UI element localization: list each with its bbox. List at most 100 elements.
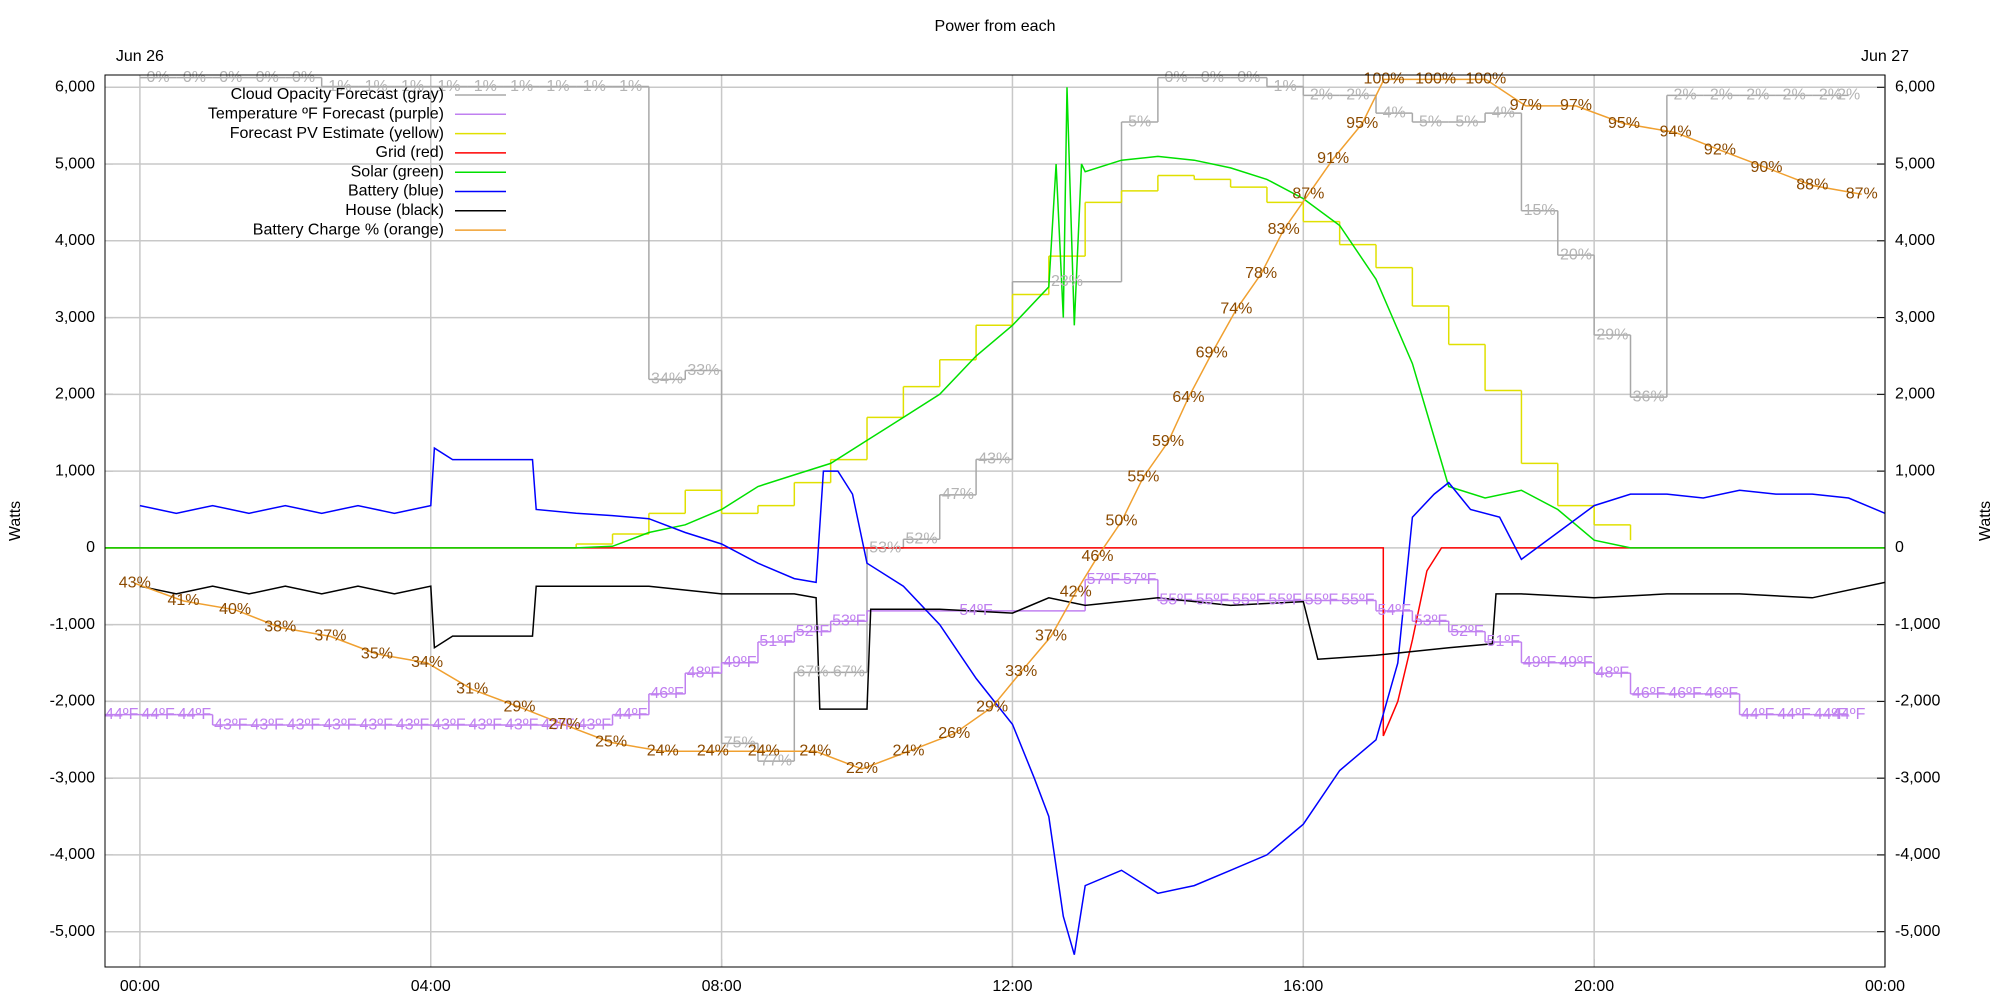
data-label: 52ºF	[796, 623, 830, 640]
data-label: 0%	[183, 69, 206, 86]
y-tick-label: 3,000	[55, 309, 95, 326]
data-label: 55ºF	[1159, 592, 1193, 609]
data-label: 1%	[546, 78, 569, 95]
legend-label: Solar (green)	[351, 163, 444, 180]
data-label: 100%	[1465, 71, 1506, 88]
y2-axis-label: Watts	[1977, 501, 1994, 541]
data-label: 27%	[549, 716, 581, 733]
data-label: 26%	[938, 725, 970, 742]
data-label: 97%	[1560, 97, 1592, 114]
legend-label: Cloud Opacity Forecast (gray)	[231, 86, 444, 103]
data-label: 36%	[1633, 388, 1665, 405]
data-label: 43ºF	[469, 716, 503, 733]
data-label: 69%	[1196, 345, 1228, 362]
data-label: 4%	[1383, 104, 1406, 121]
y2-tick-label: 2,000	[1895, 386, 1935, 403]
data-label: 77%	[760, 752, 792, 769]
x-tick-label: 00:00	[120, 978, 160, 995]
data-label: 97%	[1510, 97, 1542, 114]
data-label: 0%	[147, 69, 170, 86]
legend-label: House (black)	[345, 202, 444, 219]
data-label: 43%	[978, 451, 1010, 468]
data-label: 47%	[942, 486, 974, 503]
data-label: 83%	[1268, 221, 1300, 238]
chart-title: Power from each	[935, 18, 1056, 35]
data-label: 37%	[1035, 628, 1067, 645]
data-label: 43ºF	[323, 716, 357, 733]
data-label: 31%	[456, 681, 488, 698]
data-label: 43ºF	[250, 716, 284, 733]
data-label: 43ºF	[541, 716, 575, 733]
data-label: 55ºF	[1341, 592, 1375, 609]
data-label: 49ºF	[1559, 654, 1593, 671]
data-label: 55%	[1127, 468, 1159, 485]
x-tick-label: 00:00	[1865, 978, 1905, 995]
data-label: 67%	[833, 664, 865, 681]
data-label: 100%	[1415, 71, 1456, 88]
data-label: 44ºF	[1814, 706, 1848, 723]
data-label: 0%	[292, 69, 315, 86]
data-label: 29%	[976, 698, 1008, 715]
data-label: 44ºF	[1832, 706, 1866, 723]
data-label: 42%	[1060, 583, 1092, 600]
y2-tick-label: 5,000	[1895, 155, 1935, 172]
data-label: 1%	[437, 78, 460, 95]
y-axis-label: Watts	[7, 501, 24, 541]
data-label: 43ºF	[396, 716, 430, 733]
data-label: 0%	[1164, 69, 1187, 86]
data-label: 44ºF	[614, 706, 648, 723]
y2-tick-label: 4,000	[1895, 232, 1935, 249]
data-label: 2%	[1819, 87, 1842, 104]
data-label: 37%	[314, 628, 346, 645]
data-label: 46ºF	[1705, 685, 1739, 702]
y-tick-label: 0	[86, 539, 95, 556]
data-label: 44ºF	[105, 706, 139, 723]
data-label: 5%	[1455, 113, 1478, 130]
y2-tick-label: -3,000	[1895, 769, 1940, 786]
data-label: 44ºF	[141, 706, 175, 723]
data-label: 0%	[1237, 69, 1260, 86]
data-label: 2%	[1310, 87, 1333, 104]
y-tick-label: -4,000	[50, 846, 95, 863]
data-label: 5%	[1419, 113, 1442, 130]
data-label: 55ºF	[1268, 592, 1302, 609]
data-label: 40%	[219, 601, 251, 618]
data-label: 49ºF	[1523, 654, 1557, 671]
data-label: 43%	[119, 575, 151, 592]
y-tick-label: 4,000	[55, 232, 95, 249]
date-label: Jun 26	[116, 48, 164, 65]
data-label: 53ºF	[832, 612, 866, 629]
legend-label: Temperature ºF Forecast (purple)	[208, 106, 444, 123]
y2-tick-label: 3,000	[1895, 309, 1935, 326]
data-label: 43ºF	[505, 716, 539, 733]
y-tick-label: -3,000	[50, 769, 95, 786]
data-label: 75%	[724, 735, 756, 752]
data-label: 54ºF	[1377, 602, 1411, 619]
data-label: 1%	[1274, 78, 1297, 95]
data-label: 48ºF	[687, 664, 721, 681]
data-label: 67%	[796, 664, 828, 681]
y-tick-label: 1,000	[55, 462, 95, 479]
data-label: 1%	[328, 78, 351, 95]
legend-label: Battery Charge % (orange)	[253, 221, 444, 238]
y-tick-label: 6,000	[55, 79, 95, 96]
series-line	[139, 446, 1885, 955]
y2-tick-label: -4,000	[1895, 846, 1940, 863]
legend-label: Battery (blue)	[348, 183, 444, 200]
data-label: 4%	[1492, 104, 1515, 121]
data-label: 44ºF	[1777, 706, 1811, 723]
data-label: 43ºF	[214, 716, 248, 733]
data-label: 90%	[1750, 159, 1782, 176]
data-label: 1%	[365, 78, 388, 95]
legend: Cloud Opacity Forecast (gray) Temperature…	[208, 86, 506, 238]
data-label: 0%	[1201, 69, 1224, 86]
data-label: 46ºF	[1632, 685, 1666, 702]
data-label: 1%	[510, 78, 533, 95]
data-label: 48ºF	[1596, 664, 1630, 681]
series-line	[134, 78, 1862, 770]
series-lines	[105, 76, 1885, 955]
x-tick-label: 16:00	[1283, 978, 1323, 995]
data-label: 24%	[892, 743, 924, 760]
series-line	[105, 547, 1885, 737]
